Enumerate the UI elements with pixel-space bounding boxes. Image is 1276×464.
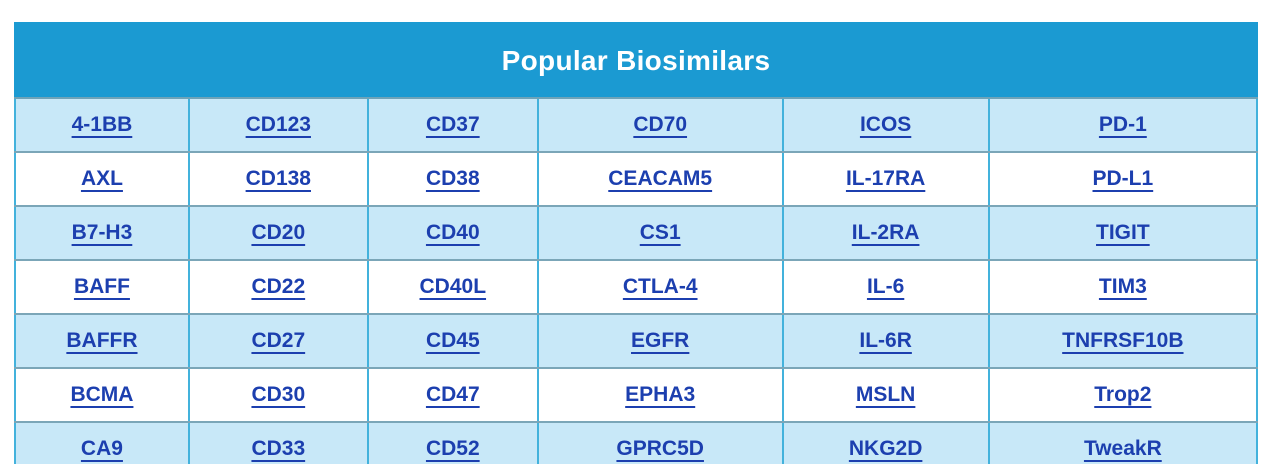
table-cell: NKG2D [781, 421, 990, 464]
biosimilar-link[interactable]: BAFF [73, 275, 130, 298]
biosimilar-link[interactable]: MSLN [855, 383, 916, 406]
table-cell: TIGIT [987, 205, 1259, 261]
table-cell: CD45 [366, 313, 539, 369]
biosimilar-link[interactable]: TNFRSF10B [1062, 329, 1184, 352]
biosimilar-link[interactable]: EGFR [631, 329, 690, 352]
table-cell: CA9 [14, 421, 190, 464]
table-cell: CD70 [536, 97, 784, 153]
table-cell: GPRC5D [536, 421, 784, 464]
table-cell: MSLN [781, 367, 990, 423]
biosimilar-link[interactable]: CS1 [639, 221, 681, 244]
biosimilar-link[interactable]: ICOS [859, 113, 912, 136]
table-cell: EPHA3 [536, 367, 784, 423]
biosimilar-link[interactable]: TIM3 [1098, 275, 1147, 298]
table-row: BAFFR CD27 CD45 EGFR IL-6R TNFRSF10B [14, 313, 1259, 369]
biosimilar-link[interactable]: CD45 [425, 329, 480, 352]
biosimilar-link[interactable]: BAFFR [66, 329, 138, 352]
table-title: Popular Biosimilars [14, 22, 1258, 99]
table-cell: CD33 [187, 421, 369, 464]
table-row: BCMA CD30 CD47 EPHA3 MSLN Trop2 [14, 367, 1259, 423]
biosimilar-link[interactable]: IL-2RA [851, 221, 920, 244]
table-cell: ICOS [781, 97, 990, 153]
biosimilar-link[interactable]: CD30 [251, 383, 306, 406]
biosimilar-link[interactable]: CD52 [425, 437, 480, 460]
biosimilar-link[interactable]: AXL [80, 167, 123, 190]
biosimilar-link[interactable]: GPRC5D [616, 437, 704, 460]
table-cell: PD-1 [987, 97, 1259, 153]
biosimilar-link[interactable]: CD138 [245, 167, 311, 190]
biosimilar-link[interactable]: CD40L [419, 275, 487, 298]
table-cell: CD40 [366, 205, 539, 261]
biosimilar-link[interactable]: PD-L1 [1092, 167, 1154, 190]
table-cell: IL-6 [781, 259, 990, 315]
table-cell: B7-H3 [14, 205, 190, 261]
biosimilar-link[interactable]: CA9 [80, 437, 123, 460]
biosimilar-link[interactable]: IL-6R [859, 329, 912, 352]
biosimilar-link[interactable]: 4-1BB [71, 113, 133, 136]
biosimilar-link[interactable]: BCMA [70, 383, 134, 406]
biosimilars-table: Popular Biosimilars 4-1BB CD123 CD37 CD70 IC… [14, 22, 1259, 464]
biosimilar-link[interactable]: CD40 [425, 221, 480, 244]
table-cell: CD52 [366, 421, 539, 464]
biosimilar-link[interactable]: NKG2D [848, 437, 923, 460]
table-cell: EGFR [536, 313, 784, 369]
biosimilar-link[interactable]: CD27 [251, 329, 306, 352]
table-cell: CD40L [366, 259, 539, 315]
table-cell: CD47 [366, 367, 539, 423]
table-row: CA9 CD33 CD52 GPRC5D NKG2D TweakR [14, 421, 1259, 464]
biosimilar-link[interactable]: CD37 [425, 113, 480, 136]
biosimilar-link[interactable]: CD47 [425, 383, 480, 406]
biosimilar-link[interactable]: EPHA3 [625, 383, 696, 406]
table-cell: CS1 [536, 205, 784, 261]
table-cell: TIM3 [987, 259, 1259, 315]
table-cell: BAFF [14, 259, 190, 315]
table-cell: IL-2RA [781, 205, 990, 261]
table-cell: IL-17RA [781, 151, 990, 207]
table-cell: BAFFR [14, 313, 190, 369]
biosimilar-link[interactable]: CD33 [251, 437, 306, 460]
biosimilar-link[interactable]: TIGIT [1096, 221, 1150, 244]
biosimilar-link[interactable]: IL-17RA [845, 167, 926, 190]
table-cell: CD38 [366, 151, 539, 207]
biosimilar-link[interactable]: CEACAM5 [608, 167, 713, 190]
biosimilar-link[interactable]: CD20 [251, 221, 306, 244]
table-cell: TNFRSF10B [987, 313, 1259, 369]
table-row: B7-H3 CD20 CD40 CS1 IL-2RA TIGIT [14, 205, 1259, 261]
table-cell: CD20 [187, 205, 369, 261]
table-cell: AXL [14, 151, 190, 207]
header-row: Popular Biosimilars [14, 22, 1258, 99]
table-cell: BCMA [14, 367, 190, 423]
biosimilar-link[interactable]: IL-6 [866, 275, 905, 298]
biosimilar-link[interactable]: B7-H3 [71, 221, 133, 244]
table-cell: TweakR [987, 421, 1259, 464]
table-cell: CD123 [187, 97, 369, 153]
table-cell: CD30 [187, 367, 369, 423]
table-cell: CEACAM5 [536, 151, 784, 207]
table-cell: Trop2 [987, 367, 1259, 423]
table-cell: CD22 [187, 259, 369, 315]
table-row: 4-1BB CD123 CD37 CD70 ICOS PD-1 [14, 97, 1259, 153]
biosimilar-link[interactable]: CD22 [251, 275, 306, 298]
biosimilar-link[interactable]: CD123 [245, 113, 311, 136]
table-cell: CD27 [187, 313, 369, 369]
table-cell: PD-L1 [987, 151, 1259, 207]
biosimilar-link[interactable]: PD-1 [1098, 113, 1147, 136]
biosimilar-link[interactable]: CD38 [425, 167, 480, 190]
table-cell: CTLA-4 [536, 259, 784, 315]
biosimilar-link[interactable]: TweakR [1083, 437, 1162, 460]
table-row: AXL CD138 CD38 CEACAM5 IL-17RA PD-L1 [14, 151, 1259, 207]
biosimilar-link[interactable]: CD70 [633, 113, 688, 136]
table-cell: IL-6R [781, 313, 990, 369]
table-cell: CD138 [187, 151, 369, 207]
table-row: BAFF CD22 CD40L CTLA-4 IL-6 TIM3 [14, 259, 1259, 315]
table-cell: 4-1BB [14, 97, 190, 153]
biosimilar-link[interactable]: Trop2 [1094, 383, 1152, 406]
biosimilar-link[interactable]: CTLA-4 [622, 275, 698, 298]
table-cell: CD37 [366, 97, 539, 153]
